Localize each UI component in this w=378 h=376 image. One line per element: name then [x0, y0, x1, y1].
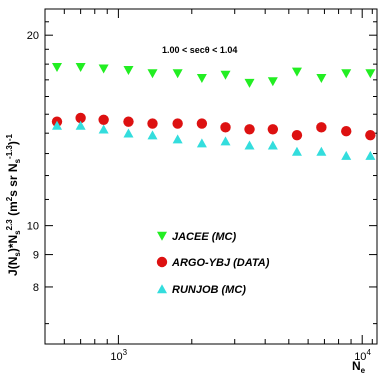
- legend-label-runjob: RUNJOB (MC): [172, 284, 246, 296]
- data-point-series-0: [98, 64, 109, 74]
- legend: JACEE (MC) ARGO-YBJ (DATA) RUNJOB (MC): [156, 231, 270, 296]
- data-point-series-1: [244, 124, 255, 135]
- data-point-series-1: [147, 118, 158, 129]
- data-point-series-0: [244, 78, 255, 88]
- data-point-series-0: [51, 62, 62, 72]
- data-point-series-1: [365, 129, 376, 141]
- plot-frame: [44, 8, 378, 345]
- x-tick-label: 103: [110, 348, 127, 363]
- data-point-series-0: [291, 67, 302, 77]
- y-tick-label: 10: [27, 221, 39, 233]
- data-point-series-2: [98, 124, 109, 134]
- data-point-series-1: [341, 126, 352, 137]
- data-point-series-2: [267, 140, 278, 150]
- data-point-series-2: [220, 136, 231, 146]
- legend-label-jacee: JACEE (MC): [172, 231, 237, 243]
- data-point-series-1: [172, 118, 183, 129]
- data-point-series-2: [147, 130, 158, 140]
- data-point-series-0: [123, 66, 134, 76]
- data-point-series-2: [75, 120, 86, 130]
- data-point-series-2: [123, 128, 134, 138]
- data-point-series-1: [75, 112, 86, 124]
- data-point-series-0: [365, 69, 376, 79]
- data-point-series-1: [291, 129, 303, 141]
- data-point-series-1: [267, 124, 279, 135]
- y-tick-label: 8: [33, 282, 39, 294]
- data-point-series-2: [51, 120, 62, 130]
- legend-marker-2: [157, 284, 167, 294]
- data-point-series-0: [316, 73, 327, 83]
- y-tick-label: 20: [27, 30, 39, 42]
- data-point-series-2: [196, 138, 207, 148]
- data-point-series-2: [316, 146, 327, 156]
- data-point-series-0: [147, 69, 158, 79]
- data-point-series-0: [267, 77, 278, 87]
- legend-marker-1: [156, 256, 168, 268]
- data-point-series-1: [220, 122, 231, 133]
- data-point-series-2: [341, 150, 352, 160]
- data-marks: [51, 62, 376, 160]
- data-point-series-2: [365, 150, 376, 160]
- data-point-series-1: [196, 118, 208, 129]
- legend-label-argo: ARGO-YBJ (DATA): [171, 257, 270, 269]
- data-point-series-0: [75, 62, 86, 72]
- chart-annotation: 1.00 < secθ < 1.04: [162, 45, 237, 55]
- data-point-series-0: [341, 69, 352, 79]
- data-point-series-0: [196, 73, 207, 83]
- legend-marker-0: [157, 231, 167, 241]
- legend-marks: [156, 231, 168, 294]
- data-point-series-0: [220, 70, 231, 80]
- data-point-series-1: [316, 122, 327, 133]
- data-point-series-1: [123, 116, 134, 127]
- data-point-series-2: [291, 146, 302, 156]
- data-point-series-1: [98, 114, 109, 125]
- data-point-series-0: [172, 69, 183, 79]
- data-point-series-2: [172, 134, 183, 144]
- y-tick-label: 9: [33, 250, 39, 262]
- data-point-series-2: [244, 140, 255, 150]
- y-axis-label: J(Ns)*Ns2.3 (m2s sr Ns-1.3)-1: [5, 134, 22, 276]
